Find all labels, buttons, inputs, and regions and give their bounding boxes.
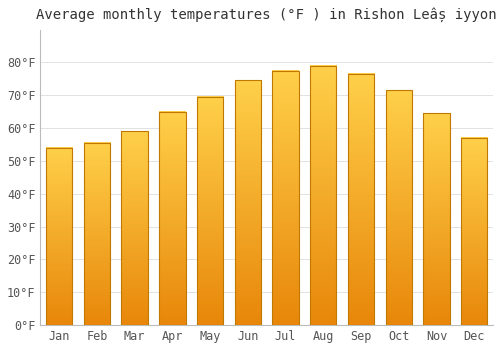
Bar <box>197 97 224 325</box>
Bar <box>461 138 487 325</box>
Bar <box>159 112 186 325</box>
Bar <box>122 131 148 325</box>
Bar <box>348 74 374 325</box>
Title: Average monthly temperatures (°F ) in Rishon Leâș iyyon: Average monthly temperatures (°F ) in Ri… <box>36 7 497 22</box>
Bar <box>84 143 110 325</box>
Bar <box>272 71 299 325</box>
Bar <box>386 90 412 325</box>
Bar <box>46 148 72 325</box>
Bar <box>424 113 450 325</box>
Bar <box>234 80 261 325</box>
Bar <box>310 66 336 325</box>
